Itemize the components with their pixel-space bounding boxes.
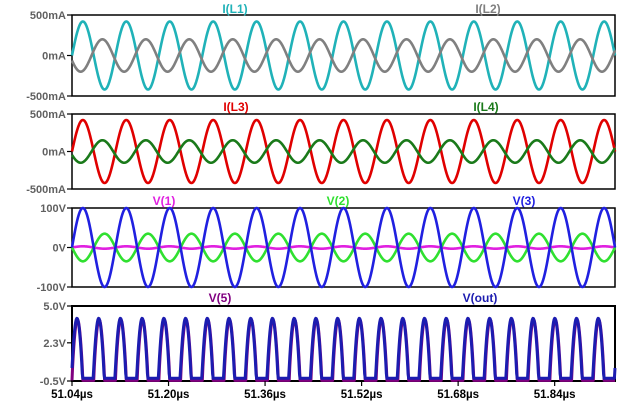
trace-label[interactable]: I(L2) bbox=[475, 2, 500, 16]
series-line-V(out) bbox=[70, 316, 617, 380]
trace-label[interactable]: V(out) bbox=[463, 291, 498, 305]
y-tick-label: -500mA bbox=[26, 184, 66, 196]
pane-4: 5.0V 2.3V -0.5V V(5) V(out) bbox=[40, 291, 617, 388]
pane-2: 500mA 0mA -500mA I(L3) I(L4) bbox=[26, 100, 617, 196]
y-tick-label: 500mA bbox=[30, 109, 66, 121]
series-line-V(3) bbox=[70, 206, 617, 289]
x-tick-label: 51.04µs bbox=[51, 389, 93, 401]
y-tick-label: -100V bbox=[37, 282, 67, 294]
y-tick-label: -0.5V bbox=[40, 376, 67, 388]
series-line-I(L4) bbox=[70, 138, 617, 165]
x-tick-label: 51.52µs bbox=[341, 389, 383, 401]
y-tick-label: 500mA bbox=[30, 10, 66, 22]
series-line-I(L3) bbox=[70, 118, 617, 185]
x-tick-label: 51.20µs bbox=[148, 389, 190, 401]
x-tick-label: 51.36µs bbox=[244, 389, 286, 401]
y-tick-label: 5.0V bbox=[43, 301, 66, 313]
trace-label[interactable]: V(2) bbox=[327, 194, 350, 208]
series-line-I(L2) bbox=[70, 38, 617, 73]
trace-label[interactable]: V(3) bbox=[513, 194, 536, 208]
series-line-V(1) bbox=[71, 245, 616, 250]
trace-label[interactable]: I(L1) bbox=[222, 2, 247, 16]
trace-label[interactable]: I(L3) bbox=[223, 100, 248, 114]
series-line-V(2) bbox=[70, 232, 617, 263]
pane-frame bbox=[71, 14, 616, 97]
pane-1: 500mA 0mA -500mA I(L1) I(L2) bbox=[26, 2, 617, 103]
pane-3: 100V 0V -100V V(1) V(2) V(3) bbox=[37, 194, 617, 294]
y-tick-label: 2.3V bbox=[43, 338, 66, 350]
y-tick-label: -500mA bbox=[26, 91, 66, 103]
trace-label[interactable]: V(1) bbox=[153, 194, 176, 208]
x-tick-label: 51.68µs bbox=[437, 389, 479, 401]
y-tick-label: 0mA bbox=[42, 147, 66, 159]
trace-label[interactable]: I(L4) bbox=[473, 100, 498, 114]
x-tick-label: 51.84µs bbox=[534, 389, 576, 401]
y-tick-label: 0V bbox=[53, 243, 67, 255]
series-line-I(L1) bbox=[70, 20, 617, 91]
y-tick-label: 100V bbox=[40, 203, 66, 215]
trace-label[interactable]: V(5) bbox=[209, 291, 232, 305]
y-tick-label: 0mA bbox=[42, 51, 66, 63]
